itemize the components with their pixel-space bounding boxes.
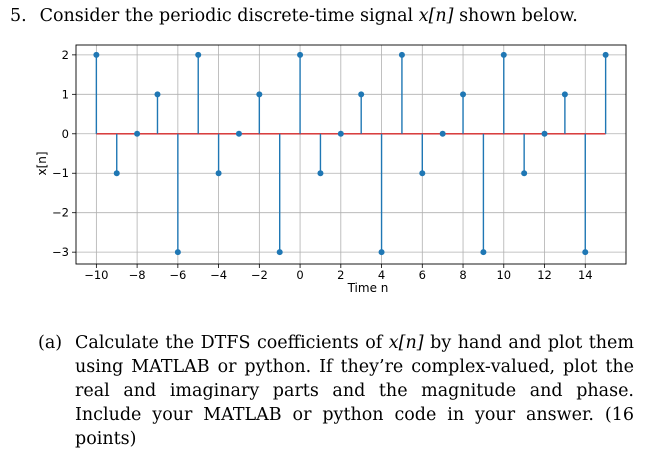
stem-marker bbox=[602, 51, 609, 58]
y-tick-label: 2 bbox=[62, 48, 69, 62]
x-tick-label: −8 bbox=[129, 268, 146, 282]
stem-marker bbox=[398, 51, 405, 58]
stem-marker bbox=[521, 170, 528, 177]
stem-marker bbox=[480, 249, 487, 256]
stem-marker bbox=[235, 130, 242, 137]
x-tick-label: 8 bbox=[459, 268, 466, 282]
part-a-text-after: by hand and plot them using MATLAB or py… bbox=[75, 333, 634, 449]
plot-frame bbox=[75, 44, 627, 265]
x-tick-label: −10 bbox=[84, 268, 108, 282]
y-tick-label: −1 bbox=[52, 166, 69, 180]
stem-marker bbox=[134, 130, 141, 137]
y-tick-label: −2 bbox=[52, 206, 69, 220]
stem-marker bbox=[358, 91, 365, 98]
y-tick-label: 0 bbox=[62, 127, 69, 141]
stem-marker bbox=[460, 91, 467, 98]
stem-marker bbox=[256, 91, 263, 98]
stem-marker bbox=[378, 249, 385, 256]
stem-marker bbox=[561, 91, 568, 98]
stem-marker bbox=[297, 51, 304, 58]
problem-statement: 5. Consider the periodic discrete-time s… bbox=[10, 6, 578, 26]
stem-marker bbox=[276, 249, 283, 256]
y-axis-label: x[n] bbox=[35, 151, 49, 175]
problem-text-before: Consider the periodic discrete-time sign… bbox=[39, 6, 414, 26]
part-a-label: (a) bbox=[38, 333, 63, 353]
stem-marker bbox=[419, 170, 426, 177]
stem-marker bbox=[174, 249, 181, 256]
problem-number: 5. bbox=[10, 6, 27, 26]
y-tick-label: −3 bbox=[52, 245, 69, 259]
stem-marker bbox=[439, 130, 446, 137]
x-tick-label: −6 bbox=[169, 268, 186, 282]
x-tick-label: −2 bbox=[251, 268, 268, 282]
stem-marker bbox=[93, 51, 100, 58]
part-a-text-before: Calculate the DTFS coefficients of bbox=[75, 333, 383, 353]
x-tick-label: 6 bbox=[419, 268, 426, 282]
stem-marker bbox=[317, 170, 324, 177]
stem-marker bbox=[154, 91, 161, 98]
x-tick-label: 10 bbox=[496, 268, 511, 282]
x-tick-label: 12 bbox=[537, 268, 552, 282]
part-a-text: Calculate the DTFS coefficients of x[n] … bbox=[75, 331, 634, 451]
y-tick-label: 1 bbox=[62, 87, 69, 101]
stem-marker bbox=[582, 249, 589, 256]
stem-marker bbox=[113, 170, 120, 177]
signal-symbol: x[n] bbox=[418, 6, 454, 26]
x-tick-label: −4 bbox=[210, 268, 227, 282]
x-axis-label: Time n bbox=[347, 281, 389, 295]
stem-marker bbox=[541, 130, 548, 137]
x-tick-label: 0 bbox=[296, 268, 303, 282]
x-tick-label: 2 bbox=[337, 268, 344, 282]
stem-marker bbox=[215, 170, 222, 177]
x-tick-label: 4 bbox=[378, 268, 385, 282]
stem-marker bbox=[337, 130, 344, 137]
stem-marker bbox=[500, 51, 507, 58]
part-a-signal: x[n] bbox=[388, 333, 424, 353]
x-tick-label: 14 bbox=[578, 268, 593, 282]
problem-text-after: shown below. bbox=[459, 6, 578, 26]
stem-marker bbox=[195, 51, 202, 58]
